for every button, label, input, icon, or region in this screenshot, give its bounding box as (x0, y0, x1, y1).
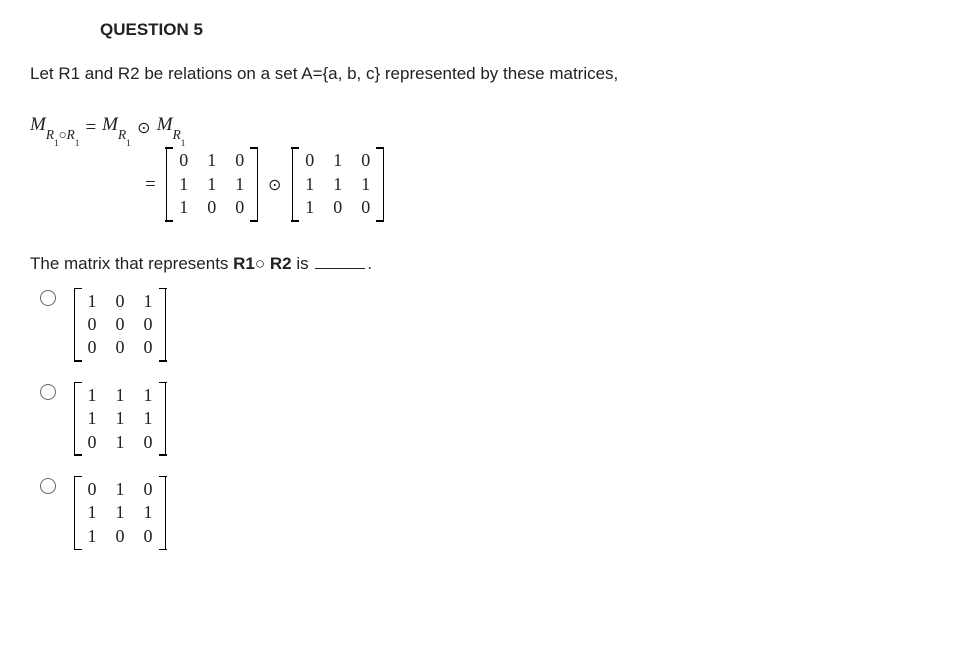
question-intro: Let R1 and R2 be relations on a set A={a… (30, 64, 926, 84)
option-2-matrix: 111 111 010 (74, 382, 166, 456)
radio-icon[interactable] (40, 384, 56, 400)
radio-icon[interactable] (40, 478, 56, 494)
equation-line2: = 010 111 100 ⊙ 010 111 100 (145, 147, 926, 221)
odot-operator-2: ⊙ (268, 175, 282, 195)
matrix-m2: 010 111 100 (292, 147, 384, 221)
option-3-matrix: 010 111 100 (74, 476, 166, 550)
equals-sign-2: = (145, 174, 156, 196)
option-3[interactable]: 010 111 100 (40, 476, 926, 550)
option-1-matrix: 101 000 000 (74, 288, 166, 362)
question-title: QUESTION 5 (100, 20, 926, 40)
answer-prompt: The matrix that represents R1○ R2 is . (30, 252, 926, 274)
odot-operator: ⊙ (137, 118, 151, 138)
equals-sign: = (85, 117, 96, 139)
eq-rhs2: MR1 (157, 114, 186, 141)
matrix-m1: 010 111 100 (166, 147, 258, 221)
eq-rhs1: MR1 (102, 114, 131, 141)
options-group: 101 000 000 111 111 010 010 111 100 (40, 288, 926, 551)
equation-line1: MR1○R1 = MR1 ⊙ MR1 (30, 114, 926, 141)
option-2[interactable]: 111 111 010 (40, 382, 926, 456)
blank-line (315, 252, 365, 269)
option-1[interactable]: 101 000 000 (40, 288, 926, 362)
eq-lhs: MR1○R1 (30, 114, 79, 141)
equation-block: MR1○R1 = MR1 ⊙ MR1 = 010 111 100 ⊙ 010 1… (30, 114, 926, 222)
radio-icon[interactable] (40, 290, 56, 306)
